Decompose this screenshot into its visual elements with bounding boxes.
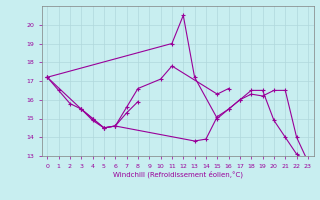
X-axis label: Windchill (Refroidissement éolien,°C): Windchill (Refroidissement éolien,°C) [113,170,243,178]
